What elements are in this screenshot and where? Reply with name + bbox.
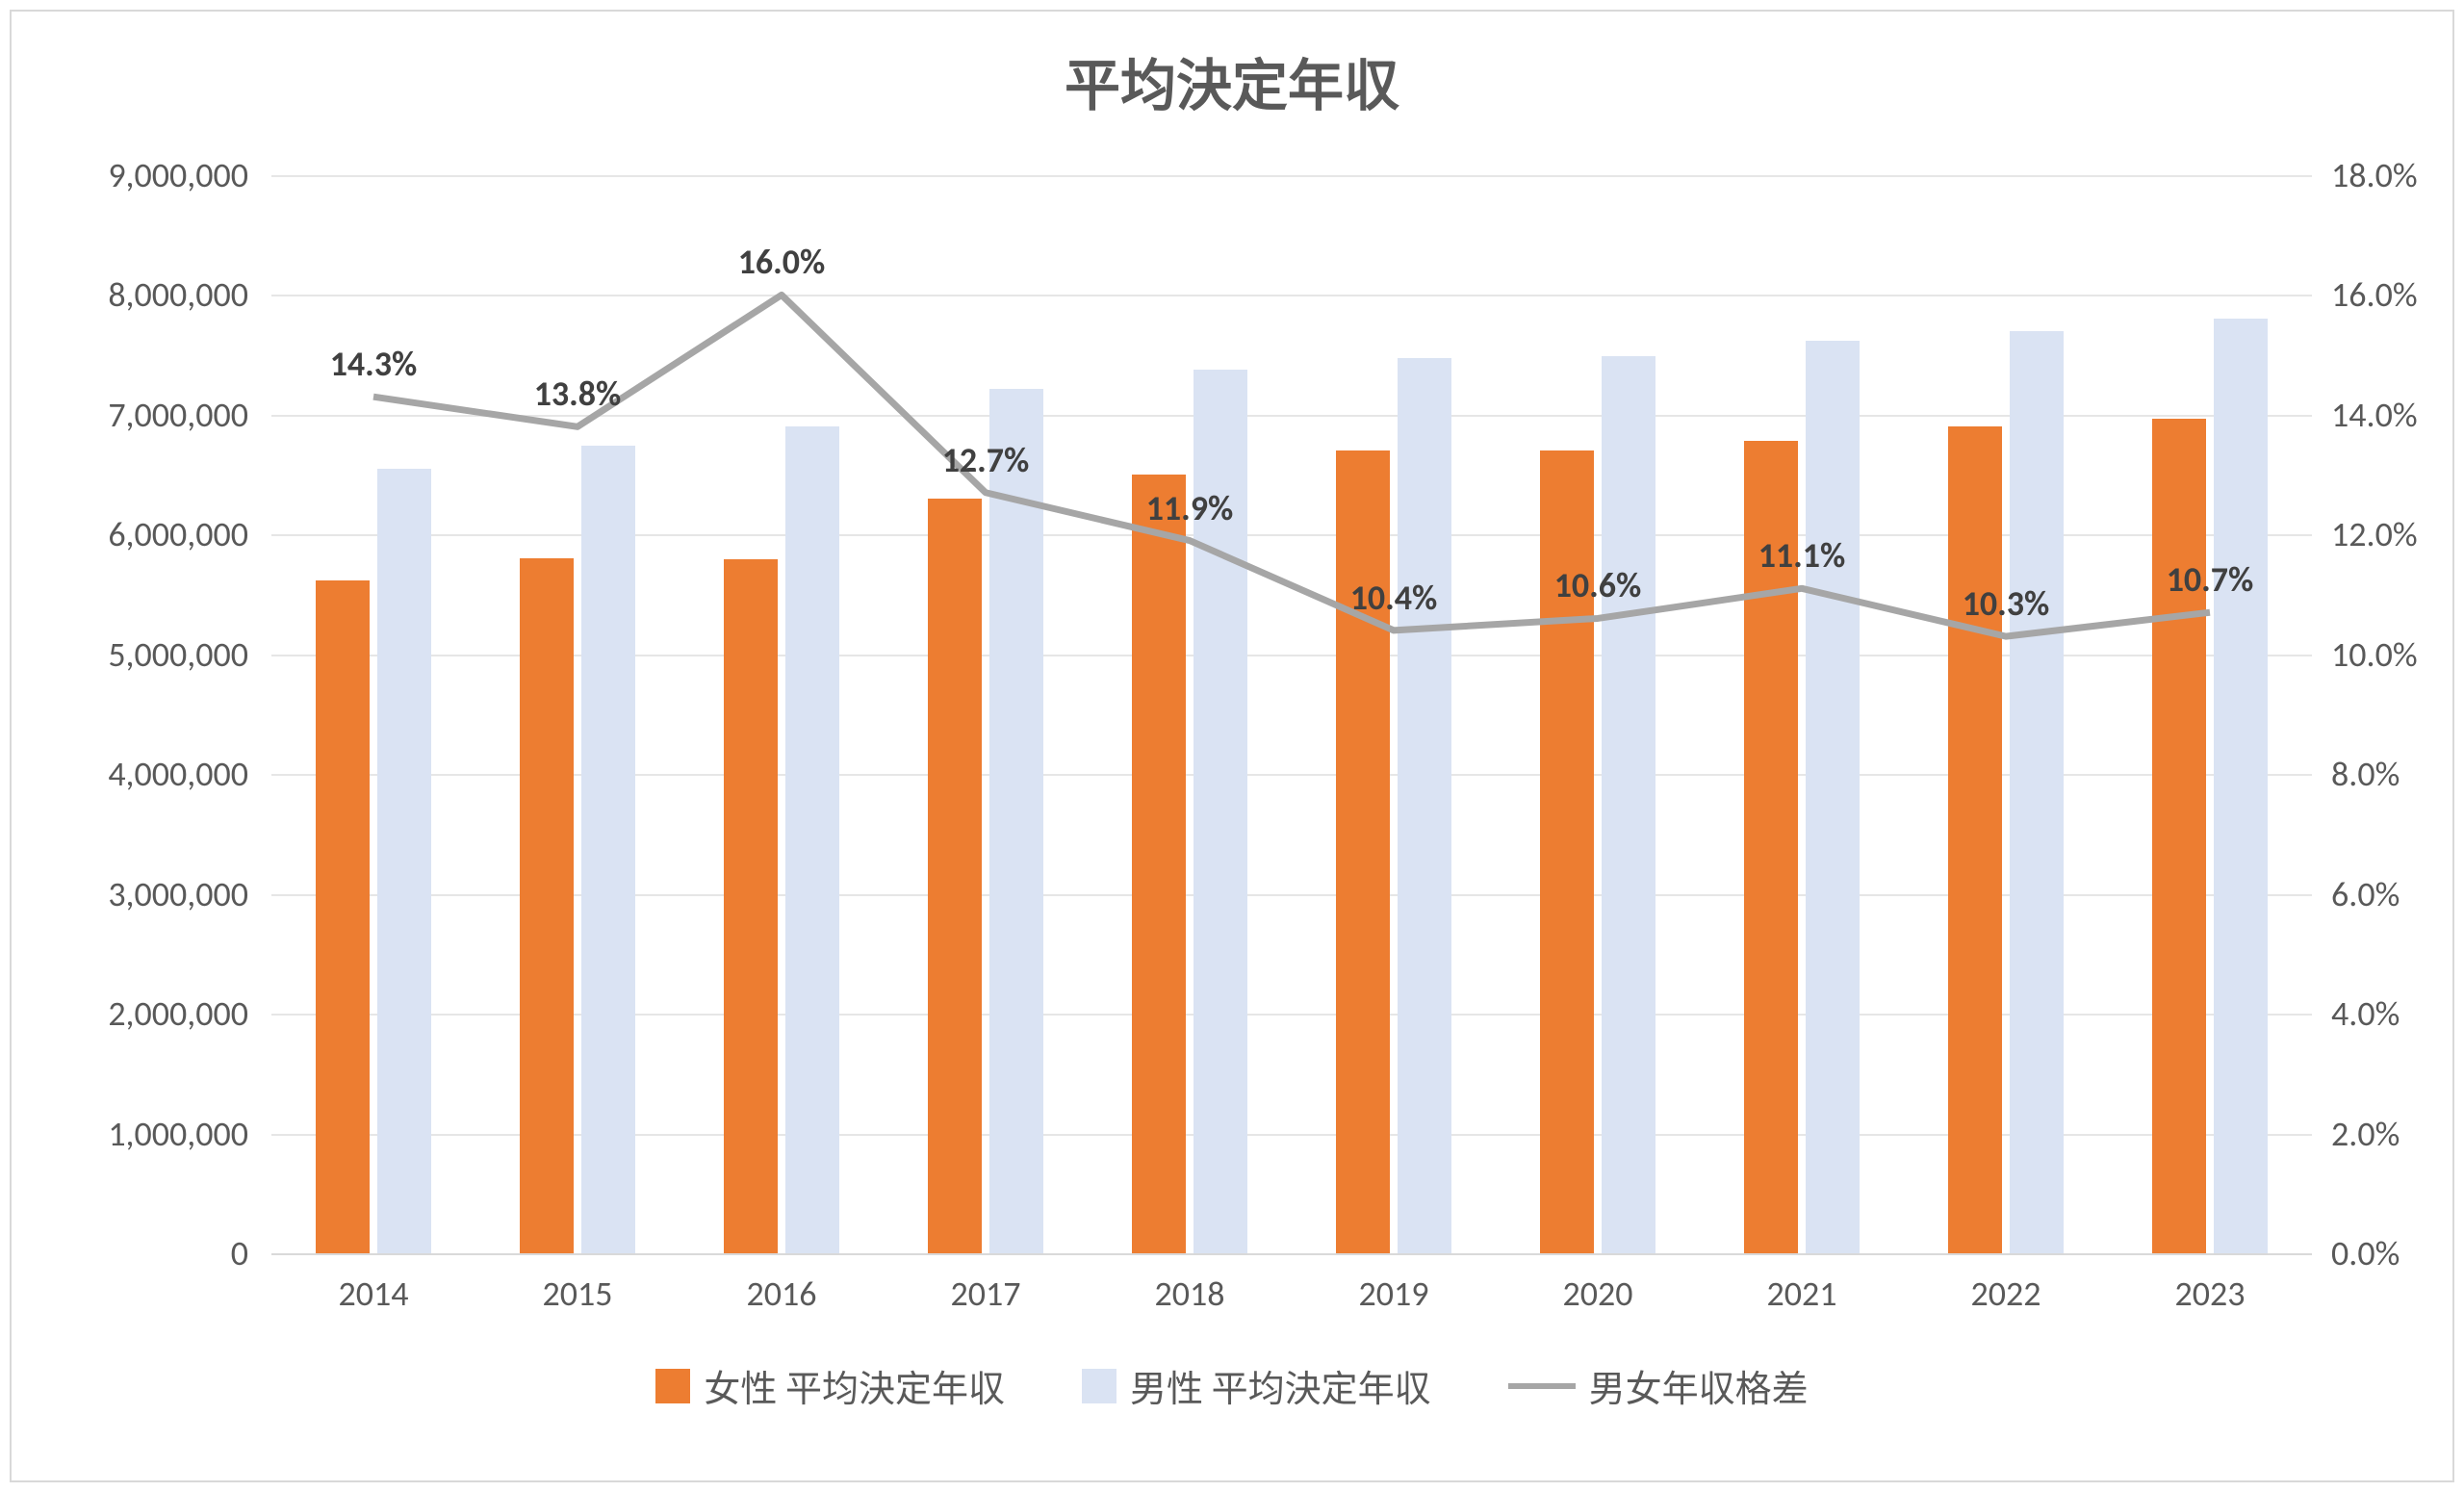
y-right-tick-label: 8.0%	[2331, 753, 2464, 795]
gap-data-label: 13.8%	[510, 373, 645, 415]
y-right-tick-label: 6.0%	[2331, 873, 2464, 915]
x-tick-label: 2022	[1958, 1273, 2054, 1315]
legend-swatch-female	[655, 1369, 690, 1403]
gap-data-label: 16.0%	[714, 241, 849, 283]
y-left-tick-label: 8,000,000	[17, 273, 248, 316]
x-tick-label: 2020	[1550, 1273, 1646, 1315]
y-right-tick-label: 14.0%	[2331, 394, 2464, 436]
legend-swatch-male	[1082, 1369, 1116, 1403]
gridline	[271, 1253, 2312, 1255]
x-tick-label: 2014	[325, 1273, 422, 1315]
y-left-tick-label: 4,000,000	[17, 753, 248, 795]
y-left-tick-label: 7,000,000	[17, 394, 248, 436]
y-right-tick-label: 0.0%	[2331, 1232, 2464, 1274]
gap-data-label: 10.3%	[1938, 582, 2073, 625]
x-tick-label: 2018	[1142, 1273, 1238, 1315]
legend-label-gap: 男女年収格差	[1589, 1359, 1809, 1412]
chart-title: 平均決定年収	[12, 40, 2452, 121]
y-left-tick-label: 1,000,000	[17, 1113, 248, 1155]
legend-label-male: 男性 平均決定年収	[1130, 1359, 1431, 1412]
x-tick-label: 2019	[1346, 1273, 1442, 1315]
y-left-tick-label: 5,000,000	[17, 633, 248, 676]
y-left-tick-label: 3,000,000	[17, 873, 248, 915]
legend-item-gap: 男女年収格差	[1508, 1359, 1809, 1412]
gap-data-label: 11.1%	[1734, 534, 1869, 577]
y-left-tick-label: 0	[17, 1232, 248, 1274]
x-tick-label: 2021	[1754, 1273, 1850, 1315]
x-tick-label: 2017	[937, 1273, 1034, 1315]
plot-area: 14.3% 13.8% 16.0% 12.7% 11.9% 10.4% 10.6% 11.1%…	[271, 175, 2312, 1253]
y-left-tick-label: 6,000,000	[17, 513, 248, 555]
chart-frame: 平均決定年収 0 1,000,000 2,000,000 3,000,000 4,000…	[10, 10, 2454, 1482]
x-tick-label: 2016	[733, 1273, 830, 1315]
legend-item-female: 女性 平均決定年収	[655, 1359, 1005, 1412]
y-left-tick-label: 9,000,000	[17, 154, 248, 196]
legend-item-male: 男性 平均決定年収	[1082, 1359, 1431, 1412]
gap-data-label: 10.7%	[2143, 558, 2277, 601]
gap-line	[271, 175, 2312, 1253]
legend: 女性 平均決定年収 男性 平均決定年収 男女年収格差	[12, 1359, 2452, 1412]
gap-data-label: 10.6%	[1530, 564, 1665, 606]
gap-data-label: 12.7%	[918, 439, 1053, 481]
gap-data-label: 10.4%	[1326, 577, 1461, 619]
x-tick-label: 2015	[529, 1273, 626, 1315]
legend-swatch-gap	[1508, 1383, 1576, 1389]
gap-data-label: 14.3%	[306, 343, 441, 385]
y-right-tick-label: 4.0%	[2331, 992, 2464, 1035]
y-right-tick-label: 12.0%	[2331, 513, 2464, 555]
gap-data-label: 11.9%	[1122, 487, 1257, 529]
y-right-tick-label: 2.0%	[2331, 1113, 2464, 1155]
x-tick-label: 2023	[2162, 1273, 2258, 1315]
y-right-tick-label: 10.0%	[2331, 633, 2464, 676]
legend-label-female: 女性 平均決定年収	[704, 1359, 1005, 1412]
y-right-tick-label: 18.0%	[2331, 154, 2464, 196]
y-right-tick-label: 16.0%	[2331, 273, 2464, 316]
y-left-tick-label: 2,000,000	[17, 992, 248, 1035]
